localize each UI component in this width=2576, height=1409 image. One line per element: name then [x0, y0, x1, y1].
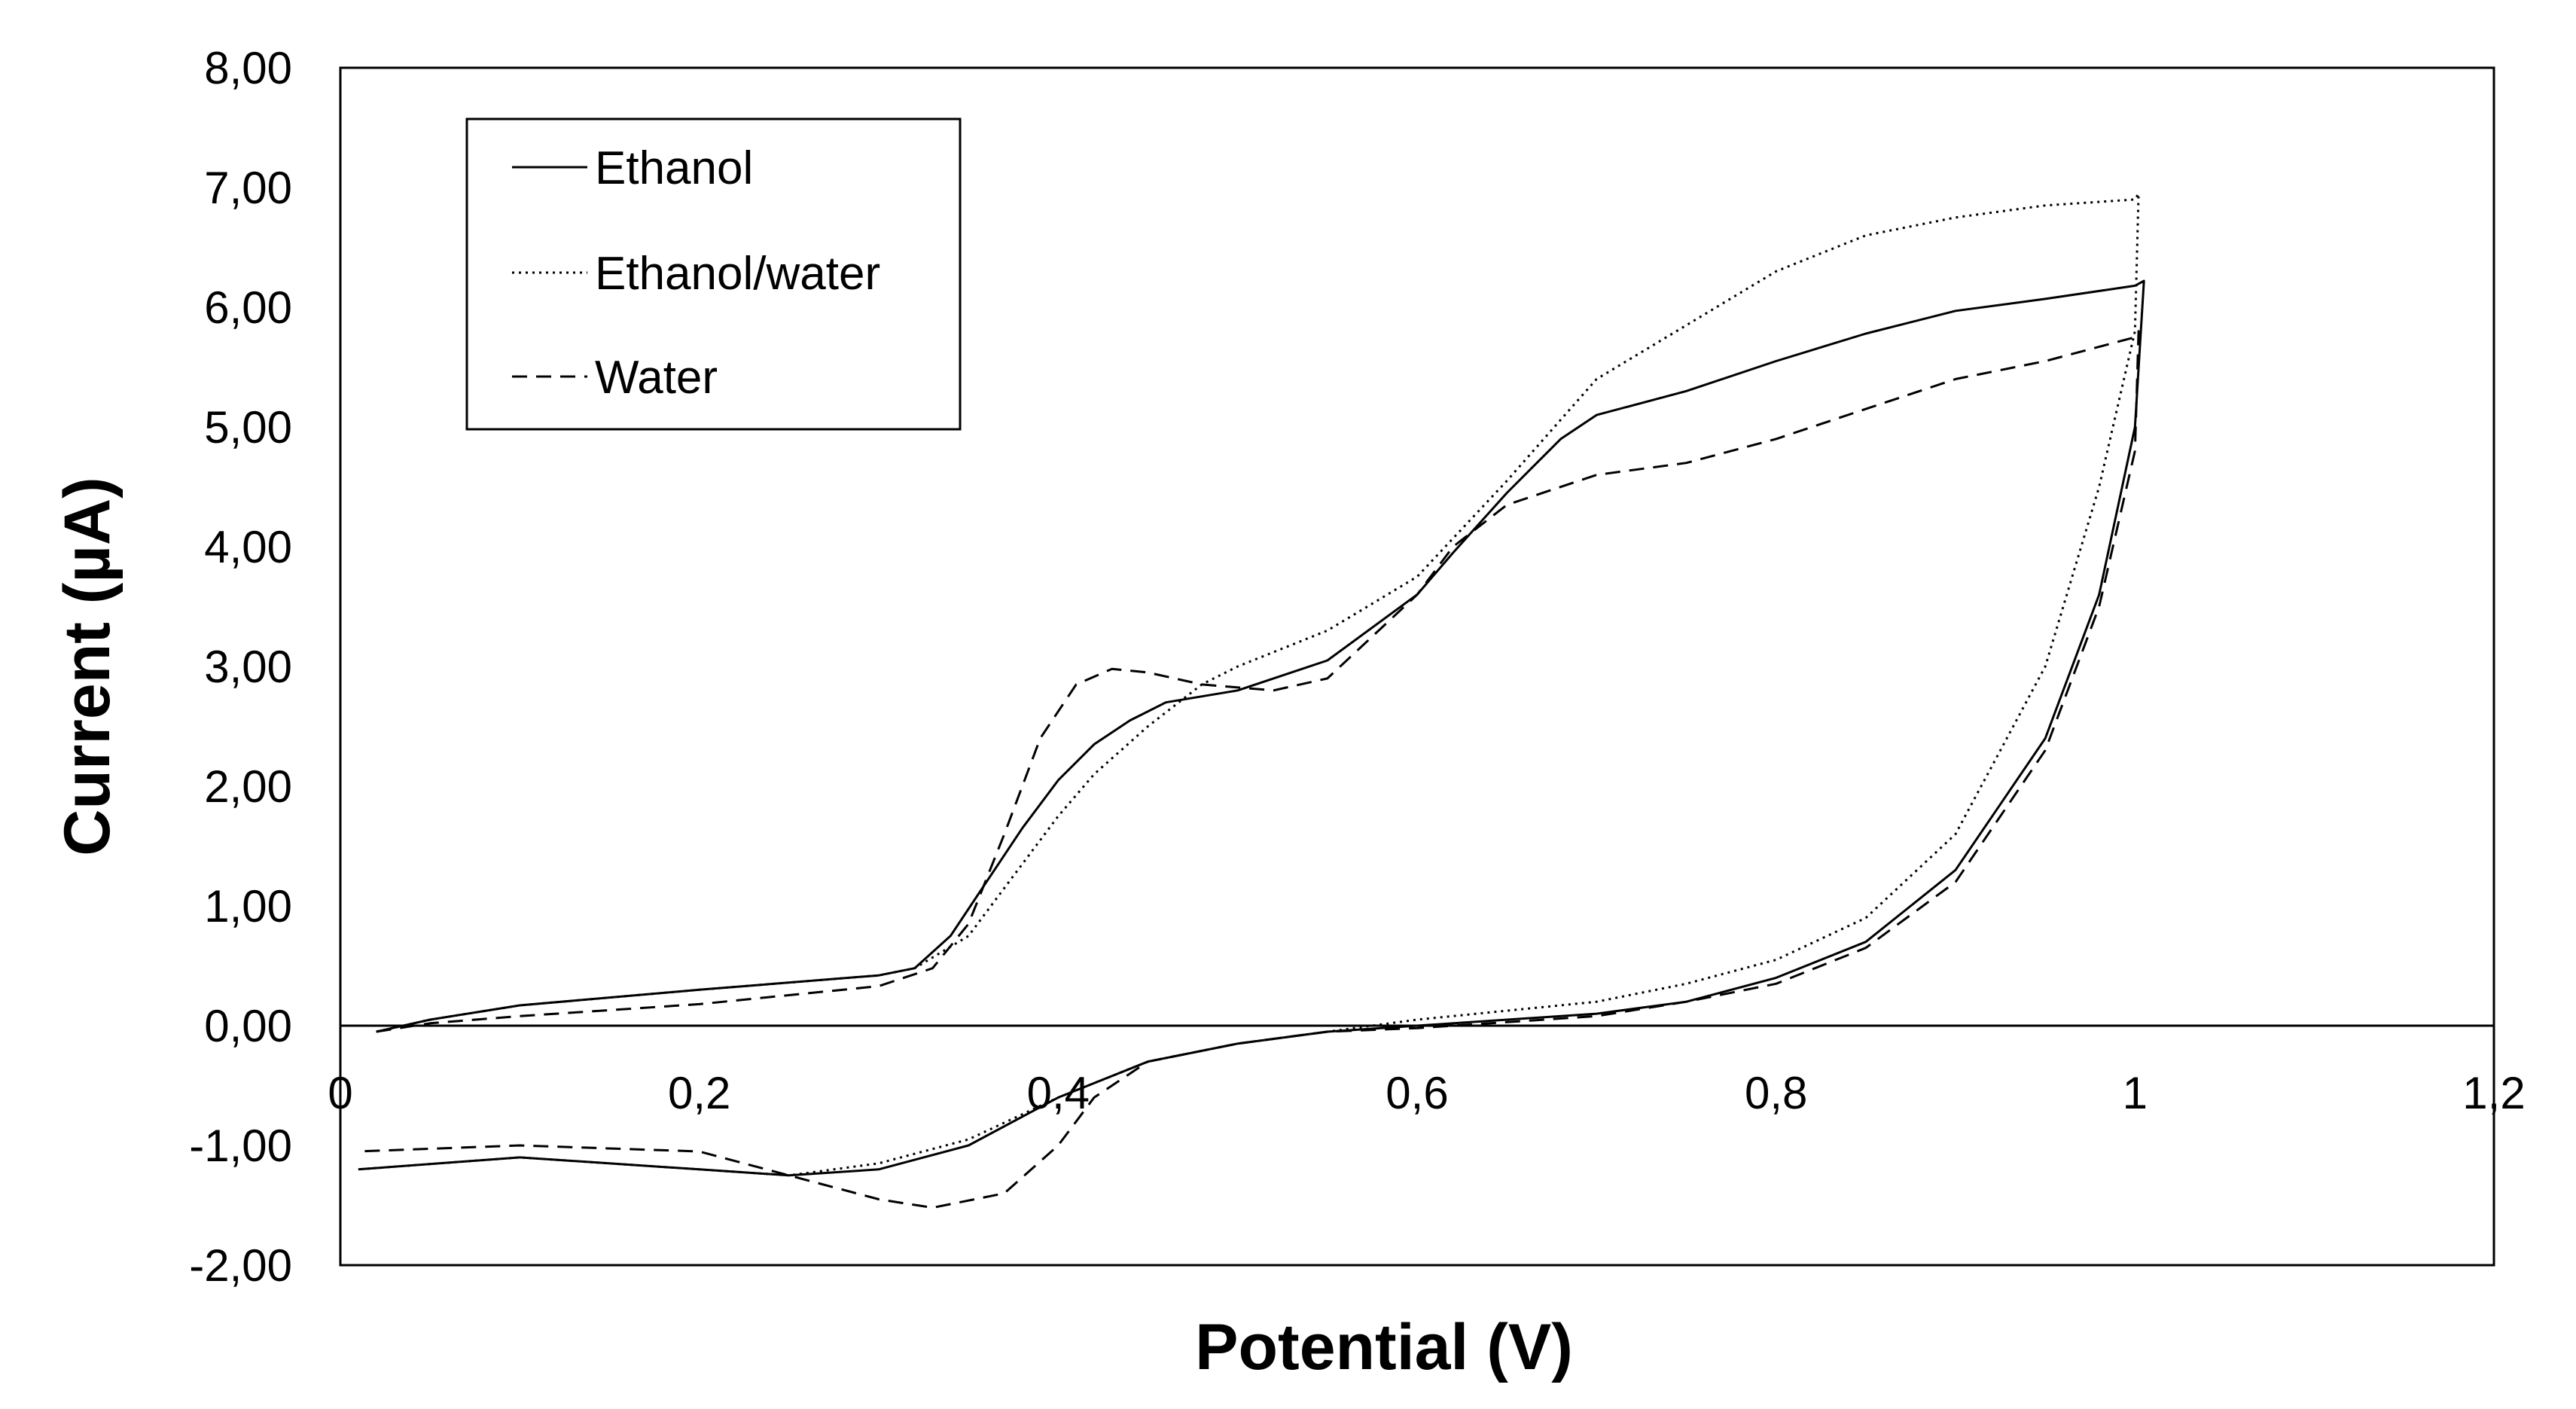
series-line-ethanol-water	[358, 192, 2140, 1177]
plot-area	[339, 66, 2495, 1267]
x-tick-label: 0,4	[1027, 1068, 1090, 1118]
x-tick-label: 1	[2123, 1068, 2148, 1118]
y-tick-label: 4,00	[204, 522, 292, 572]
y-tick-label: 1,00	[204, 881, 292, 932]
x-tick-label: 1,2	[2462, 1068, 2525, 1118]
x-axis-title: Potential (V)	[1195, 1311, 1573, 1383]
y-tick-label: 2,00	[204, 761, 292, 812]
y-tick-label: 6,00	[204, 282, 292, 333]
x-tick-label: 0,2	[668, 1068, 730, 1118]
x-tick-label: 0	[328, 1068, 352, 1118]
y-tick-label: 5,00	[204, 402, 292, 453]
y-tick-label: -2,00	[189, 1240, 292, 1291]
y-tick-labels: -2,00 -1,00 0,00 1,00 2,00 3,00 4,00 5,00 6,00 7,…	[189, 43, 292, 1291]
legend: Ethanol Ethanol/water Water	[465, 117, 962, 431]
legend-label-water: Water	[595, 352, 718, 404]
y-axis-title: Current (µA)	[51, 477, 123, 855]
y-tick-label: 0,00	[204, 1001, 292, 1051]
legend-label-ethanol: Ethanol	[595, 142, 753, 194]
y-tick-label: 8,00	[204, 43, 292, 93]
series-lines	[358, 192, 2145, 1209]
y-tick-label: -1,00	[189, 1121, 292, 1171]
series-line-water	[358, 330, 2140, 1209]
x-tick-labels: 0 0,2 0,4 0,6 0,8 1 1,2	[328, 1068, 2525, 1118]
x-tick-label: 0,6	[1386, 1068, 1448, 1118]
legend-label-ethanol-water: Ethanol/water	[595, 248, 880, 300]
y-tick-label: 3,00	[204, 642, 292, 692]
y-tick-label: 7,00	[204, 163, 292, 213]
x-tick-label: 0,8	[1745, 1068, 1807, 1118]
